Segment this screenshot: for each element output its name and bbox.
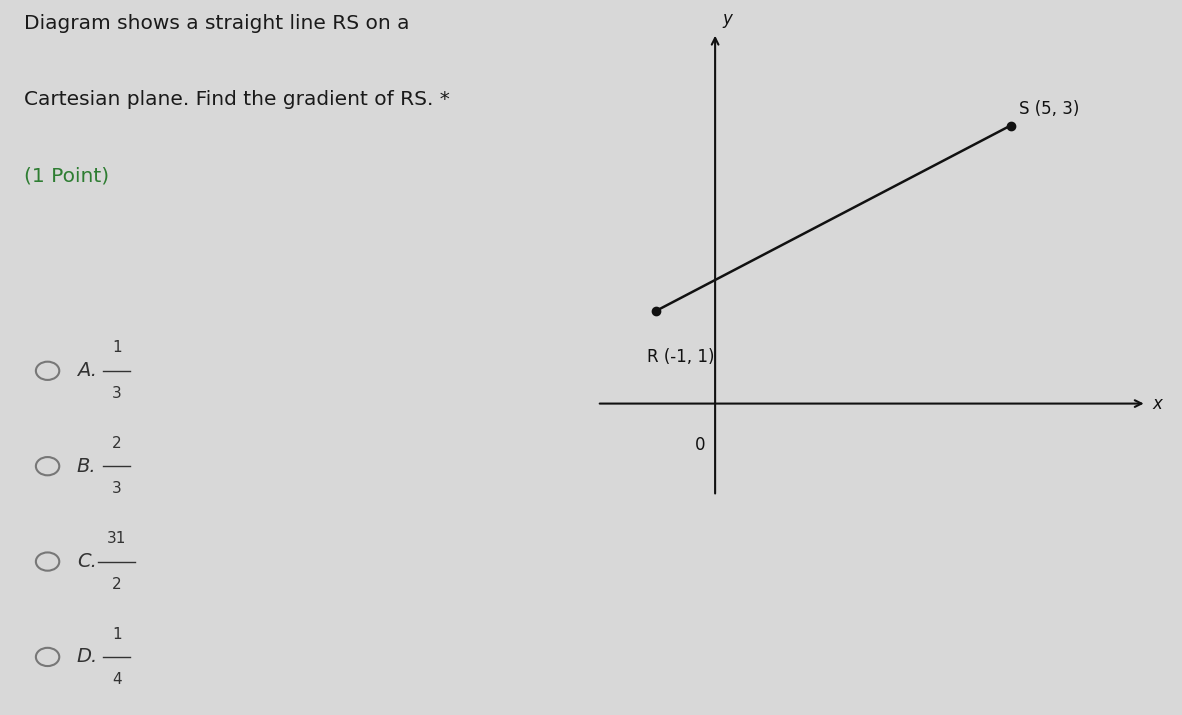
Text: C.: C.	[77, 552, 97, 571]
Text: B.: B.	[77, 457, 97, 475]
Text: 3: 3	[112, 386, 122, 401]
Text: 1: 1	[112, 626, 122, 641]
Text: A.: A.	[77, 361, 97, 380]
Text: (1 Point): (1 Point)	[24, 167, 109, 185]
Text: D.: D.	[77, 648, 98, 666]
Text: 31: 31	[108, 531, 126, 546]
Text: 3: 3	[112, 481, 122, 496]
Text: y: y	[722, 10, 732, 28]
Text: 1: 1	[112, 340, 122, 355]
Text: 4: 4	[112, 672, 122, 687]
Text: 2: 2	[112, 436, 122, 451]
Text: R (-1, 1): R (-1, 1)	[648, 348, 715, 366]
Text: x: x	[1152, 395, 1162, 413]
Text: Diagram shows a straight line RS on a: Diagram shows a straight line RS on a	[24, 14, 409, 34]
Text: Cartesian plane. Find the gradient of RS. *: Cartesian plane. Find the gradient of RS…	[24, 90, 449, 109]
Text: S (5, 3): S (5, 3)	[1019, 100, 1080, 118]
Text: 0: 0	[695, 436, 706, 454]
Text: 2: 2	[112, 577, 122, 592]
